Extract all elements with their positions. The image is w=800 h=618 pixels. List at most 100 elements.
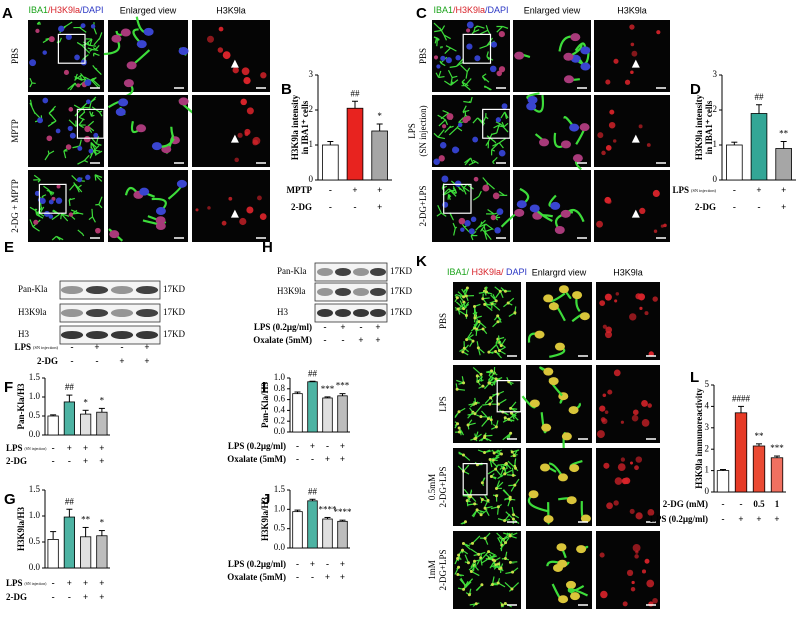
band [317, 309, 333, 317]
nucleus [115, 107, 126, 116]
y-tick-label: 3 [309, 69, 314, 79]
condition-sign: + [774, 514, 779, 524]
microglia [74, 73, 83, 81]
row-label: 2-DG + MPTP [10, 179, 20, 233]
nucleus [76, 83, 81, 88]
h3k9la-signal [260, 72, 267, 79]
panel-label: G [4, 491, 16, 508]
bar [371, 130, 388, 181]
y-axis-label: H3K9la intensity [290, 94, 300, 160]
nucleus [499, 344, 503, 348]
nucleus [495, 494, 499, 498]
nucleus [492, 192, 500, 200]
nucleus [460, 227, 465, 232]
microglia [68, 197, 75, 207]
condition-sign: - [758, 202, 761, 212]
nucleus [570, 33, 581, 42]
micrograph [526, 282, 592, 360]
microglia [500, 111, 509, 120]
h3k9la-signal [631, 414, 639, 422]
nucleus [510, 450, 514, 454]
significance: #### [732, 393, 751, 403]
h3k9la-signal [652, 296, 658, 302]
nucleus [560, 140, 571, 149]
h3k9la-signal [613, 58, 619, 64]
nucleus [55, 128, 61, 134]
bar [750, 113, 768, 181]
microglia [459, 577, 474, 587]
h3k9la-signal [639, 306, 643, 310]
nucleus [503, 557, 507, 561]
nucleus [68, 212, 74, 217]
bar [47, 415, 59, 436]
nucleus [456, 422, 460, 426]
nucleus [509, 431, 513, 435]
nucleus [534, 330, 545, 339]
band [110, 331, 134, 339]
nucleus [467, 593, 471, 597]
condition-sign: - [326, 559, 329, 569]
nucleus [456, 572, 460, 576]
column-header: H3K9la [216, 5, 246, 15]
nucleus [65, 144, 72, 150]
nucleus [457, 565, 461, 569]
y-tick-label: 1 [713, 139, 718, 149]
microglia [436, 204, 447, 217]
microglia [498, 191, 508, 197]
nucleus [489, 418, 493, 422]
nucleus [495, 117, 501, 123]
nucleus [458, 217, 466, 225]
condition-sign: - [722, 499, 725, 509]
condition-sign: + [738, 514, 743, 524]
stain-name: IBA1 [433, 5, 453, 15]
arrowhead [631, 59, 640, 68]
condition-sign: + [340, 559, 345, 569]
condition-note: (SN injection) [33, 345, 59, 350]
microglia [444, 45, 457, 54]
y-tick-label: 2 [713, 104, 718, 114]
nucleus [509, 406, 513, 410]
nucleus [507, 417, 511, 421]
micrograph [453, 282, 521, 360]
image-background [192, 20, 270, 92]
condition-name: Oxalate (5mM) [253, 335, 312, 345]
band-name: H3 [277, 307, 288, 317]
nucleus [68, 107, 74, 112]
h3k9la-signal [646, 143, 651, 147]
condition-sign: 0.5 [753, 499, 765, 509]
nucleus [34, 190, 40, 196]
significance: ## [308, 368, 318, 378]
condition-sign: - [324, 322, 327, 332]
h3k9la-signal [601, 418, 608, 425]
nucleus [477, 320, 481, 324]
nucleus [476, 346, 480, 350]
condition-label: LPS (SN injection) [672, 185, 716, 195]
microglia [437, 114, 449, 127]
error-bar [309, 380, 316, 382]
band-size: 17KD [163, 284, 185, 294]
y-tick-label: 2 [309, 104, 314, 114]
nucleus [494, 299, 498, 303]
band [135, 309, 159, 317]
nucleus [496, 562, 500, 566]
nucleus [109, 230, 120, 239]
h3k9la-signal [607, 389, 613, 395]
row-label: LPS [407, 123, 417, 139]
nucleus [479, 415, 483, 419]
condition-sign: + [83, 456, 88, 466]
h3k9la-signal [652, 597, 658, 604]
condition-sign: + [310, 441, 315, 451]
panel-label: L [690, 369, 699, 386]
nucleus [488, 457, 492, 461]
nucleus [498, 66, 506, 73]
condition-name: LPS [6, 578, 23, 588]
nucleus [471, 339, 475, 343]
h3k9la-signal [624, 79, 631, 85]
band-size: 17KD [163, 329, 185, 339]
condition-sign: + [340, 454, 345, 464]
h3k9la-signal [638, 124, 643, 129]
y-tick-label: 1.0 [29, 391, 41, 401]
nucleus [576, 545, 587, 554]
error-bar [756, 443, 762, 446]
condition-sign: - [354, 202, 357, 212]
